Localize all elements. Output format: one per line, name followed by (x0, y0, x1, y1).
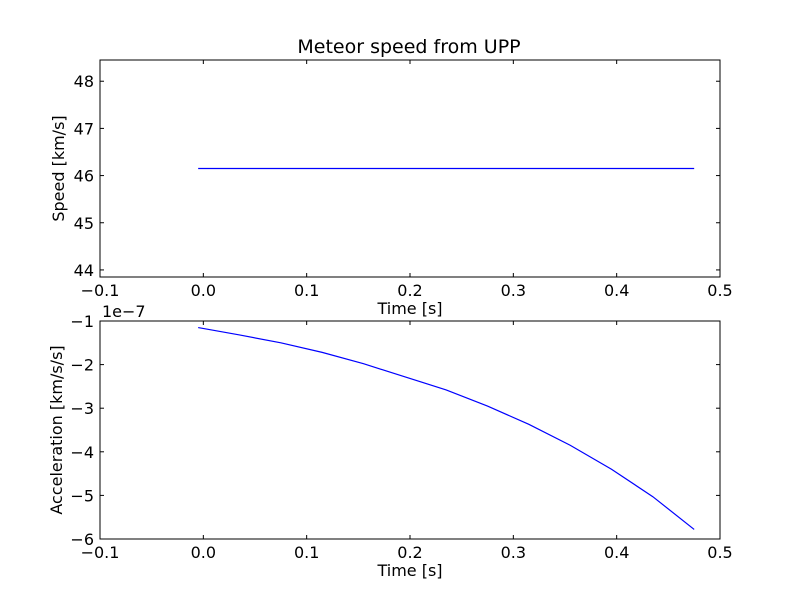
x-axis-label: Time [s] (376, 561, 442, 580)
y-axis-label: Acceleration [km/s/s] (47, 345, 66, 514)
x-tick-label: 0.4 (604, 281, 629, 300)
x-tick-label: 0.0 (191, 543, 216, 562)
x-tick-label: 0.5 (707, 281, 732, 300)
y-axis-label: Speed [km/s] (49, 115, 68, 221)
y-tick-label: −4 (70, 443, 94, 462)
x-axis-label: Time [s] (376, 299, 442, 318)
y-tick-label: 45 (74, 214, 94, 233)
x-tick-label: 0.2 (397, 543, 422, 562)
y-tick-label: −2 (70, 356, 94, 375)
y-tick-label: 48 (74, 72, 94, 91)
x-tick-label: 0.2 (397, 281, 422, 300)
y-tick-label: 44 (74, 261, 94, 280)
figure-title: Meteor speed from UPP (297, 36, 520, 58)
x-tick-label: −0.1 (81, 281, 120, 300)
y-tick-label: −1 (70, 312, 94, 331)
speed-axes: −0.1 0.0 0.1 0.2 0.3 0.4 0.5 44 45 46 47 48 Time [s]… (49, 59, 733, 318)
x-tick-label: −0.1 (81, 543, 120, 562)
y-tick-label: −5 (70, 486, 94, 505)
y-tick-label: 46 (74, 167, 94, 186)
x-tick-label: 0.4 (604, 543, 629, 562)
y-tick-label: −3 (70, 399, 94, 418)
x-tick-label: 0.0 (191, 281, 216, 300)
x-tick-label: 0.1 (294, 543, 319, 562)
y-offset-label: 1e−7 (102, 302, 146, 321)
y-tick-label: 47 (74, 119, 94, 138)
x-tick-label: 0.1 (294, 281, 319, 300)
acceleration-axes: −0.1 0.0 0.1 0.2 0.3 0.4 0.5 −6 −5 −4 −3 −2 −1 Time [… (47, 302, 733, 580)
x-tick-label: 0.3 (501, 543, 526, 562)
x-tick-label: 0.3 (501, 281, 526, 300)
y-tick-label: −6 (70, 530, 94, 549)
x-tick-label: 0.5 (707, 543, 732, 562)
